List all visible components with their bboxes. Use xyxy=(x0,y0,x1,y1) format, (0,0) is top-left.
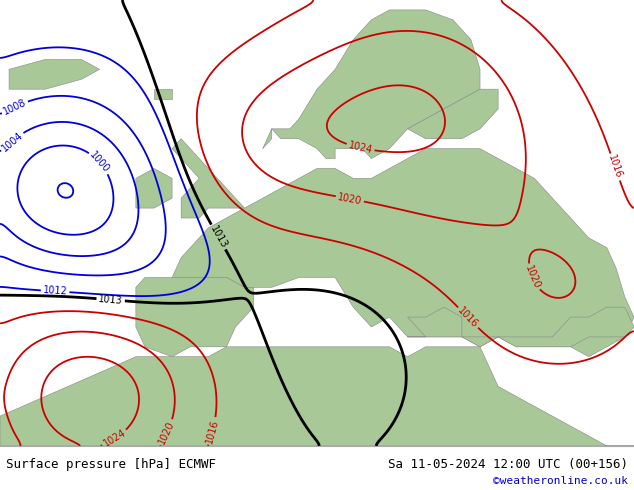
Text: 1000: 1000 xyxy=(87,150,112,175)
Text: Sa 11-05-2024 12:00 UTC (00+156): Sa 11-05-2024 12:00 UTC (00+156) xyxy=(387,458,628,471)
Text: 1013: 1013 xyxy=(98,294,123,306)
Text: 1020: 1020 xyxy=(523,264,541,291)
Text: 1024: 1024 xyxy=(101,427,127,449)
Text: 1016: 1016 xyxy=(456,305,480,330)
Text: 1008: 1008 xyxy=(2,98,28,117)
Text: 1020: 1020 xyxy=(337,192,363,206)
Text: 1012: 1012 xyxy=(42,286,68,297)
Text: 1016: 1016 xyxy=(204,418,221,444)
Text: 1004: 1004 xyxy=(0,130,25,153)
Text: 1013: 1013 xyxy=(208,224,229,250)
Text: ©weatheronline.co.uk: ©weatheronline.co.uk xyxy=(493,476,628,487)
Text: 1024: 1024 xyxy=(347,140,373,155)
Text: 1020: 1020 xyxy=(157,419,177,446)
Text: Surface pressure [hPa] ECMWF: Surface pressure [hPa] ECMWF xyxy=(6,458,216,471)
Text: 1016: 1016 xyxy=(607,154,624,180)
